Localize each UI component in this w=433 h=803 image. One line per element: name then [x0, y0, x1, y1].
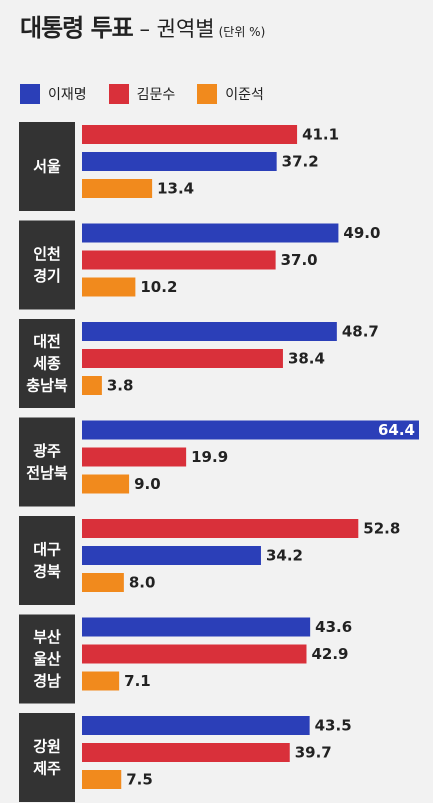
region-label: 대구 — [33, 541, 61, 559]
region-label: 서울 — [33, 158, 61, 176]
legend-item-lee-junseok: 이준석 — [197, 84, 264, 104]
data-label: 64.4 — [378, 421, 415, 439]
legend-label-lee-junseok: 이준석 — [225, 87, 264, 103]
bar — [82, 277, 136, 297]
bar — [82, 519, 359, 538]
bar — [82, 617, 311, 637]
region-label: 제주 — [33, 760, 61, 778]
region-box — [19, 220, 75, 310]
data-label: 42.9 — [311, 645, 348, 663]
data-label: 34.2 — [266, 547, 303, 565]
region-box — [19, 713, 75, 802]
bar — [82, 349, 283, 368]
region-label: 부산 — [33, 628, 61, 646]
data-label: 37.2 — [282, 153, 319, 171]
data-label: 39.7 — [295, 744, 332, 762]
data-label: 52.8 — [363, 520, 400, 538]
bar — [82, 474, 130, 494]
legend-swatch-kim-moonsoo — [108, 84, 129, 104]
data-label: 9.0 — [134, 475, 161, 493]
region-box — [19, 319, 75, 408]
bar — [82, 716, 310, 735]
bar — [82, 223, 339, 243]
data-label: 7.5 — [126, 771, 153, 789]
region-label: 강원 — [33, 738, 61, 756]
title-dash: – — [132, 17, 157, 41]
data-label: 7.1 — [124, 672, 151, 690]
bar — [82, 644, 307, 664]
region-label: 광주 — [33, 442, 61, 460]
data-label: 43.5 — [315, 717, 352, 735]
data-label: 3.8 — [107, 377, 134, 395]
legend-swatch-lee-jaemyung — [20, 84, 40, 104]
data-label: 49.0 — [343, 224, 380, 242]
bar — [82, 152, 277, 171]
bar — [82, 447, 187, 467]
region-box — [19, 417, 75, 507]
legend-swatch-lee-junseok — [197, 84, 218, 104]
data-label: 41.1 — [302, 126, 339, 144]
legend-item-kim-moonsoo: 김문수 — [108, 84, 176, 104]
data-label: 38.4 — [288, 350, 325, 368]
title-unit: (단위 %) — [218, 25, 266, 39]
bar — [82, 250, 276, 270]
bar — [82, 420, 419, 440]
region-label: 경북 — [33, 563, 61, 581]
region-label: 경기 — [33, 267, 61, 285]
bar — [82, 376, 102, 395]
region-label: 울산 — [33, 650, 61, 668]
bar — [82, 573, 124, 592]
data-label: 43.6 — [315, 618, 352, 636]
data-label: 48.7 — [342, 323, 379, 341]
region-box — [19, 614, 75, 704]
region-box — [19, 516, 75, 605]
data-label: 13.4 — [157, 180, 194, 198]
bar — [82, 671, 120, 691]
bar — [82, 546, 261, 565]
region-label: 세종 — [33, 355, 61, 373]
region-label: 전남북 — [26, 464, 68, 482]
bar — [82, 743, 290, 762]
legend-label-lee-jaemyung: 이재명 — [48, 87, 87, 103]
title-sub: 권역별 — [156, 17, 215, 41]
chart-title: 대통령 투표 – 권역별 (단위 %) — [20, 8, 265, 43]
data-label: 37.0 — [281, 251, 318, 269]
region-label: 인천 — [33, 245, 61, 263]
region-label: 대전 — [33, 333, 61, 351]
legend-label-kim-moonsoo: 김문수 — [136, 87, 176, 103]
bar — [82, 322, 337, 341]
legend-item-lee-jaemyung: 이재명 — [20, 84, 87, 104]
region-label: 경남 — [33, 672, 61, 690]
data-label: 8.0 — [129, 574, 156, 592]
legend: 이재명 김문수 이준석 — [20, 84, 264, 104]
bar — [82, 125, 298, 144]
title-main: 대통령 투표 — [20, 14, 134, 42]
data-label: 10.2 — [140, 278, 177, 296]
bar — [82, 179, 153, 198]
region-label: 충남북 — [26, 377, 68, 395]
bar — [82, 770, 122, 789]
data-label: 19.9 — [191, 448, 228, 466]
region-box — [19, 122, 75, 211]
